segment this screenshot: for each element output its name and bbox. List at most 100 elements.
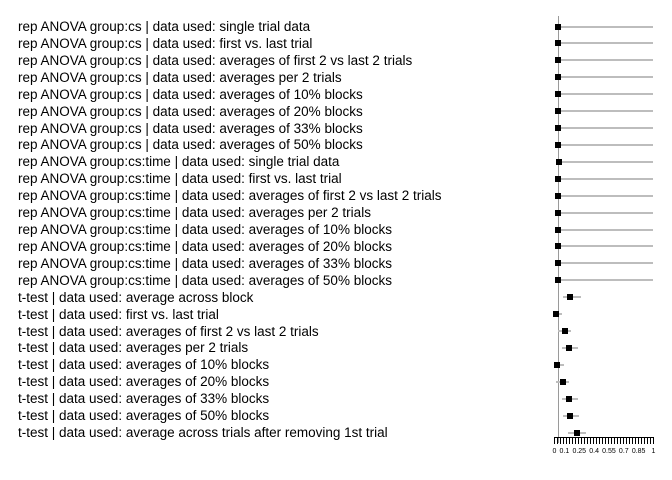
x-axis-minor-tick <box>554 438 555 444</box>
x-axis-minor-tick <box>584 438 585 444</box>
error-bar <box>558 42 654 45</box>
row-label: rep ANOVA group:cs:time | data used: ave… <box>18 255 392 271</box>
error-bar <box>558 228 654 231</box>
point-marker <box>555 57 562 64</box>
point-marker <box>555 125 562 132</box>
x-axis-minor-tick <box>653 438 654 444</box>
x-axis-minor-tick <box>617 438 618 444</box>
row-label: rep ANOVA group:cs | data used: single t… <box>18 19 311 34</box>
point-marker <box>555 23 562 30</box>
x-axis-tick-label: 0.55 <box>602 448 616 455</box>
point-marker <box>562 328 569 335</box>
x-axis-minor-tick <box>587 438 588 444</box>
x-axis-tick-label: 0 <box>552 448 557 455</box>
error-bar <box>558 93 654 96</box>
point-marker <box>555 209 562 216</box>
row-label: rep ANOVA group:cs | data used: first vs… <box>18 35 313 51</box>
x-axis-tick-label: 1 <box>651 448 656 455</box>
point-marker <box>555 40 562 47</box>
x-axis-tick-label: 0.4 <box>589 448 599 455</box>
x-axis-minor-tick <box>593 438 594 444</box>
row-label: rep ANOVA group:cs:time | data used: ave… <box>18 238 392 254</box>
point-marker <box>566 344 573 351</box>
row-label: rep ANOVA group:cs | data used: averages… <box>18 86 363 102</box>
point-marker <box>555 108 562 115</box>
x-axis-minor-tick <box>566 438 567 444</box>
point-marker <box>555 260 562 267</box>
point-marker <box>555 226 562 233</box>
error-bar <box>558 194 654 197</box>
x-axis-minor-tick <box>602 438 603 444</box>
row-label: rep ANOVA group:cs:time | data used: ave… <box>18 205 371 221</box>
row-label: t-test | data used: average across trial… <box>18 425 388 441</box>
point-marker <box>554 361 561 368</box>
x-axis-tick-label: 0.7 <box>618 448 629 455</box>
point-marker <box>555 243 562 250</box>
row-label: t-test | data used: first vs. last trial <box>18 306 219 322</box>
error-bar <box>558 177 654 180</box>
x-axis-minor-tick <box>560 438 561 444</box>
x-axis-minor-tick <box>590 438 591 444</box>
error-bar <box>559 160 654 163</box>
error-bar <box>558 127 654 130</box>
point-marker <box>555 175 562 182</box>
point-marker <box>560 378 567 385</box>
x-axis-minor-tick <box>620 438 621 444</box>
row-label: rep ANOVA group:cs:time | data used: ave… <box>18 272 392 288</box>
x-axis-minor-tick <box>605 438 606 444</box>
x-axis-minor-tick <box>614 438 615 444</box>
row-label: rep ANOVA group:cs:time | data used: sin… <box>18 154 340 170</box>
error-bar <box>558 110 654 113</box>
x-axis-minor-tick <box>563 438 564 444</box>
row-label: t-test | data used: average across block <box>18 289 254 305</box>
x-axis-minor-tick <box>638 438 639 444</box>
x-axis-tick-label: 0.1 <box>559 448 570 455</box>
x-axis-line <box>554 437 654 438</box>
row-label: t-test | data used: averages of 10% bloc… <box>18 357 270 373</box>
x-axis-tick-label: 0.85 <box>631 448 646 455</box>
error-bar <box>558 59 654 62</box>
x-axis-minor-tick <box>572 438 573 444</box>
row-label: t-test | data used: averages of 33% bloc… <box>18 391 270 407</box>
point-marker <box>556 158 563 165</box>
x-axis-minor-tick <box>647 438 648 444</box>
point-marker <box>555 192 562 199</box>
x-axis-minor-tick <box>596 438 597 444</box>
error-bar <box>558 211 654 214</box>
point-marker <box>555 277 562 284</box>
x-axis-minor-tick <box>599 438 600 444</box>
error-bar <box>558 245 654 248</box>
x-axis-minor-tick <box>581 438 582 444</box>
x-axis-minor-tick <box>632 438 633 444</box>
point-marker <box>553 311 560 318</box>
point-marker <box>567 412 574 419</box>
x-axis-minor-tick <box>626 438 627 444</box>
point-marker <box>555 141 562 148</box>
x-axis-minor-tick <box>629 438 630 444</box>
x-axis-minor-tick <box>644 438 645 444</box>
point-marker <box>555 74 562 81</box>
row-label: t-test | data used: averages of 50% bloc… <box>18 408 270 424</box>
row-label: t-test | data used: averages of 20% bloc… <box>18 374 270 390</box>
row-label: rep ANOVA group:cs | data used: averages… <box>18 137 363 153</box>
error-bar <box>558 143 654 146</box>
error-bar <box>558 76 654 79</box>
x-axis-minor-tick <box>575 438 576 444</box>
row-label: t-test | data used: averages per 2 trial… <box>18 340 249 356</box>
row-label: rep ANOVA group:cs | data used: averages… <box>18 52 413 68</box>
point-marker <box>555 91 562 98</box>
x-axis-minor-tick <box>608 438 609 444</box>
x-axis-minor-tick <box>635 438 636 444</box>
row-label: rep ANOVA group:cs | data used: averages… <box>18 120 363 136</box>
x-axis-minor-tick <box>578 438 579 444</box>
error-bar <box>558 25 654 28</box>
x-axis-minor-tick <box>611 438 612 444</box>
error-bar <box>558 262 654 265</box>
error-bar <box>558 279 654 282</box>
x-axis-minor-tick <box>641 438 642 444</box>
x-axis-minor-tick <box>650 438 651 444</box>
point-marker <box>566 395 573 402</box>
row-label: rep ANOVA group:cs | data used: averages… <box>18 69 342 85</box>
x-axis-minor-tick <box>569 438 570 444</box>
